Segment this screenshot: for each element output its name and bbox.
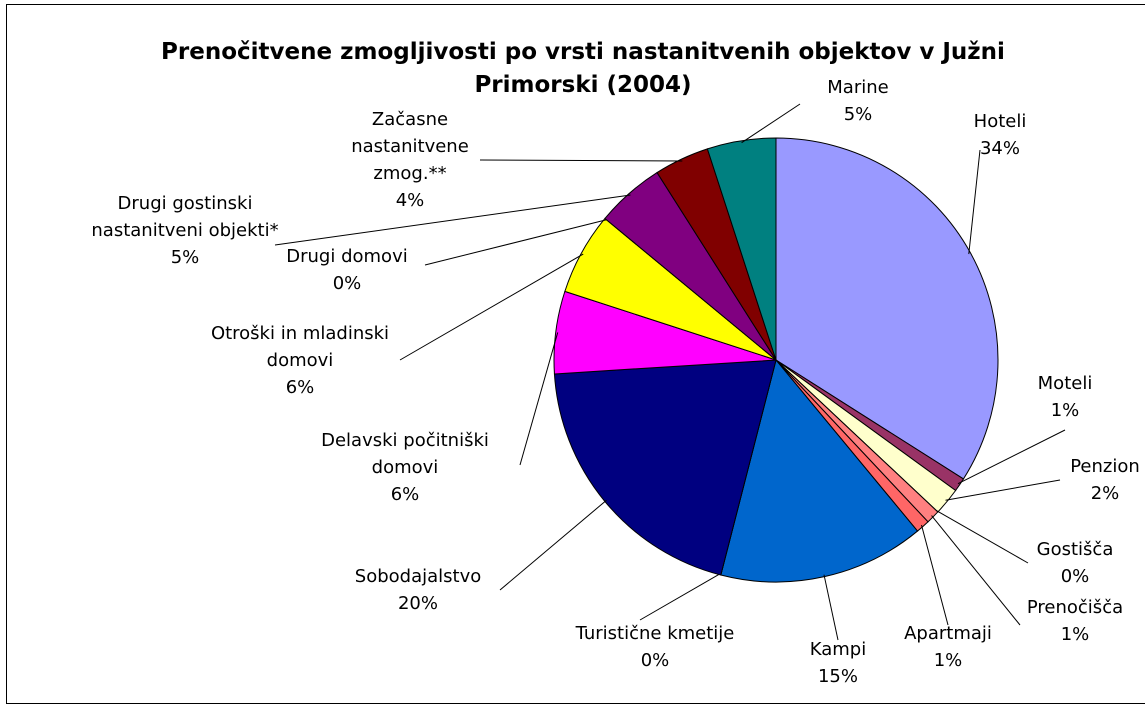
slice-label: Marine 5% xyxy=(808,74,908,128)
value-label: 1% xyxy=(933,650,963,671)
slice-label: Začasne nastanitvene zmog.** 4% xyxy=(330,106,490,214)
value-label: 20% xyxy=(397,593,438,614)
category-label: Apartmaji xyxy=(904,623,992,644)
slice-label: Gostišča 0% xyxy=(1020,536,1130,590)
chart-title: Prenočitvene zmogljivosti po vrsti nasta… xyxy=(161,39,1005,98)
category-label: Penzion xyxy=(1070,456,1140,477)
category-label: Turistične kmetije xyxy=(575,623,735,644)
leader-line xyxy=(741,103,801,144)
leader-line xyxy=(399,253,584,361)
leader-line xyxy=(639,572,722,621)
leader-line xyxy=(921,524,949,626)
leader-line xyxy=(519,332,559,466)
value-label: 0% xyxy=(1060,566,1090,587)
leader-line xyxy=(957,429,1066,485)
chart xyxy=(274,103,1066,641)
leader-line xyxy=(499,499,607,591)
value-label: 0% xyxy=(332,273,362,294)
page: Prenočitvene zmogljivosti po vrsti nasta… xyxy=(6,4,1145,704)
leader-line xyxy=(424,219,607,266)
slice-label: Kampi 15% xyxy=(788,636,888,690)
leader-line xyxy=(823,574,839,641)
value-label: 1% xyxy=(1060,624,1090,645)
value-label: 4% xyxy=(395,190,425,211)
leader-line xyxy=(936,510,1029,564)
category-label: Marine xyxy=(827,77,889,98)
slice-label: Turistične kmetije 0% xyxy=(525,620,785,674)
category-label: Delavski počitniški domovi xyxy=(321,430,489,478)
value-label: 5% xyxy=(170,247,200,268)
category-label: Kampi xyxy=(809,639,867,660)
slice-label: Delavski počitniški domovi 6% xyxy=(290,427,520,508)
slice-label: Moteli 1% xyxy=(1015,370,1115,424)
category-label: Začasne nastanitvene zmog.** xyxy=(351,109,469,184)
slice-label: Penzion 2% xyxy=(1055,453,1145,507)
value-label: 5% xyxy=(843,104,873,125)
value-label: 6% xyxy=(390,484,420,505)
slice-label: Hoteli 34% xyxy=(950,108,1050,162)
slice-label: Prenočišča 1% xyxy=(1010,594,1140,648)
value-label: 2% xyxy=(1090,483,1120,504)
slice-label: Drugi domovi 0% xyxy=(262,243,432,297)
value-label: 34% xyxy=(979,138,1020,159)
slice-label: Drugi gostinski nastanitveni objekti* 5% xyxy=(85,190,285,271)
leader-line xyxy=(968,149,981,255)
slice-label: Apartmaji 1% xyxy=(888,620,1008,674)
leader-line xyxy=(945,479,1061,501)
category-label: Drugi domovi xyxy=(286,246,408,267)
category-label: Sobodajalstvo xyxy=(354,566,482,587)
slice-label: Sobodajalstvo 20% xyxy=(318,563,518,617)
category-label: Drugi gostinski nastanitveni objekti* xyxy=(91,193,279,241)
value-label: 6% xyxy=(285,377,315,398)
leader-line xyxy=(931,515,1021,626)
category-label: Prenočišča xyxy=(1026,597,1124,618)
leader-line xyxy=(479,159,683,162)
slice-label: Otroški in mladinski domovi 6% xyxy=(190,320,410,401)
category-label: Moteli xyxy=(1037,373,1093,394)
value-label: 1% xyxy=(1050,400,1080,421)
category-label: Otroški in mladinski domovi xyxy=(210,323,390,371)
pie-slice xyxy=(706,137,777,361)
category-label: Gostišča xyxy=(1036,539,1114,560)
category-label: Hoteli xyxy=(973,111,1027,132)
pie-slice xyxy=(775,137,999,480)
value-label: 15% xyxy=(817,666,858,687)
value-label: 0% xyxy=(640,650,670,671)
leader-line xyxy=(274,194,631,246)
